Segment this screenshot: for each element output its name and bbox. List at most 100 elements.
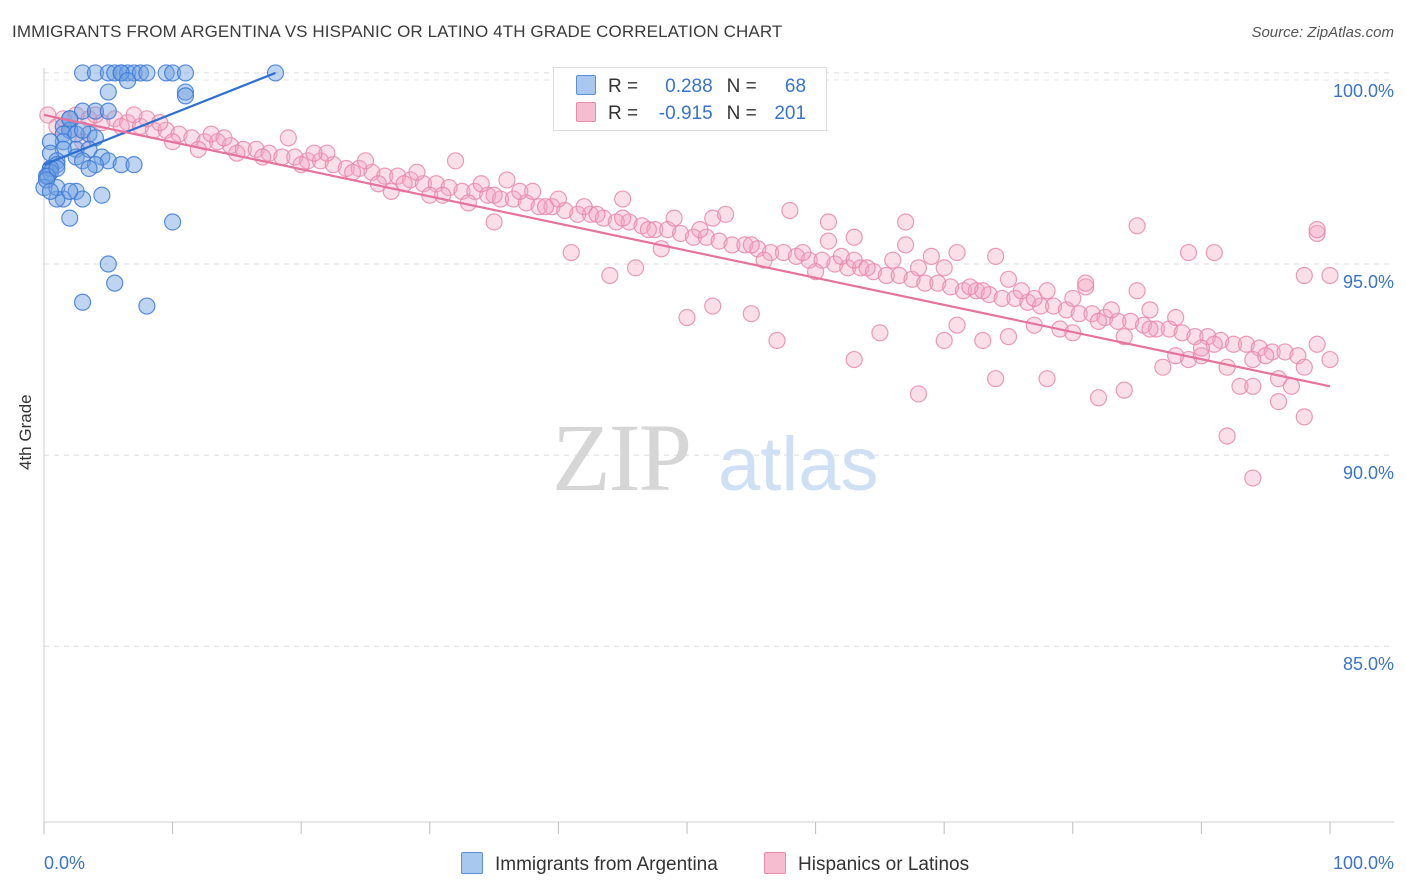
data-point	[845, 350, 863, 369]
data-point	[1077, 274, 1095, 292]
data-point	[1237, 335, 1256, 353]
data-point	[305, 144, 323, 162]
data-point	[202, 125, 220, 143]
data-point	[929, 274, 947, 292]
bottom-legend-argentina: Immigrants from Argentina	[461, 852, 718, 876]
data-point	[1141, 320, 1159, 338]
data-point	[1128, 217, 1146, 235]
data-point	[1321, 266, 1339, 285]
data-point	[691, 221, 709, 239]
series-layer	[35, 64, 1339, 487]
data-point	[1282, 377, 1301, 395]
data-point	[536, 198, 555, 216]
data-point	[1173, 324, 1191, 342]
data-point	[73, 102, 92, 120]
data-point	[742, 305, 760, 323]
data-point	[858, 259, 876, 277]
data-point	[948, 243, 966, 262]
data-point	[1038, 370, 1056, 388]
data-point	[974, 282, 992, 300]
data-point	[176, 83, 195, 101]
legend-r-label: R =	[608, 76, 639, 97]
data-point	[1147, 320, 1165, 338]
trend-line-hispanic	[43, 113, 1331, 388]
chart-source: Source: ZipAtlas.com	[1251, 24, 1394, 41]
data-point	[1244, 377, 1262, 395]
data-point	[118, 71, 137, 90]
bottom-legend-swatch-argentina	[461, 852, 483, 874]
data-point	[1269, 393, 1288, 411]
data-point	[987, 370, 1005, 388]
data-point	[639, 221, 658, 239]
x-tick-label-max: 100.0%	[1332, 853, 1394, 873]
data-point	[61, 182, 79, 201]
data-point	[1205, 335, 1223, 353]
data-point	[138, 64, 156, 82]
data-point	[736, 236, 754, 254]
data-point	[562, 243, 580, 262]
data-point	[845, 228, 863, 246]
bottom-legend-label-hispanic: Hispanics or Latinos	[798, 854, 970, 875]
data-point	[614, 209, 632, 227]
data-point	[1244, 469, 1262, 487]
data-point	[138, 297, 156, 315]
data-point	[1154, 358, 1172, 376]
data-point	[1070, 305, 1088, 323]
watermark-atlas: atlas	[718, 422, 879, 507]
data-point	[1218, 358, 1236, 376]
data-point	[73, 64, 92, 82]
data-point	[1089, 312, 1108, 330]
data-point	[646, 221, 664, 239]
data-point	[1205, 243, 1223, 262]
data-point	[1025, 289, 1043, 308]
data-point	[112, 156, 130, 174]
data-point	[1308, 335, 1326, 353]
data-point	[228, 144, 246, 162]
data-point	[106, 274, 124, 292]
data-point	[1115, 328, 1133, 346]
data-point	[1257, 347, 1275, 365]
legend-r-value-argentina: 0.288	[665, 76, 713, 97]
data-point	[948, 316, 966, 334]
data-point	[131, 64, 150, 82]
legend-r-value-hispanic: -0.915	[658, 103, 713, 124]
axes	[43, 68, 1394, 834]
data-point	[1089, 389, 1108, 407]
legend-n-label: N =	[726, 76, 757, 97]
data-point	[408, 163, 426, 181]
data-point	[1244, 350, 1262, 369]
data-point	[1308, 221, 1326, 239]
trend-line-argentina	[43, 71, 276, 166]
data-point	[1218, 427, 1236, 445]
data-point	[73, 190, 92, 208]
legend-n-value-hispanic: 201	[774, 103, 807, 124]
data-point	[86, 102, 105, 120]
data-point	[897, 236, 915, 254]
data-point	[99, 83, 117, 101]
data-point	[961, 278, 979, 296]
data-point	[877, 266, 895, 285]
data-point	[549, 190, 568, 208]
legend-row-hispanic: R = -0.915 N = 201	[576, 102, 806, 128]
data-point	[1179, 243, 1198, 262]
data-point	[61, 209, 79, 227]
data-point	[916, 274, 934, 292]
data-point	[987, 247, 1005, 265]
data-point	[755, 251, 773, 269]
data-point	[884, 251, 902, 269]
data-point	[704, 297, 722, 315]
chart-title: IMMIGRANTS FROM ARGENTINA VS HISPANIC OR…	[12, 22, 783, 41]
watermark-zip: ZIP	[552, 404, 690, 511]
data-point	[511, 182, 529, 201]
data-point	[999, 328, 1018, 346]
data-point	[498, 171, 516, 189]
data-point	[614, 190, 632, 208]
data-point	[86, 106, 105, 124]
data-point	[1308, 224, 1326, 243]
data-point	[909, 385, 928, 403]
data-point	[99, 255, 117, 273]
data-point	[176, 87, 195, 105]
y-tick-label: 90.0%	[1342, 463, 1394, 484]
data-point	[485, 186, 503, 204]
